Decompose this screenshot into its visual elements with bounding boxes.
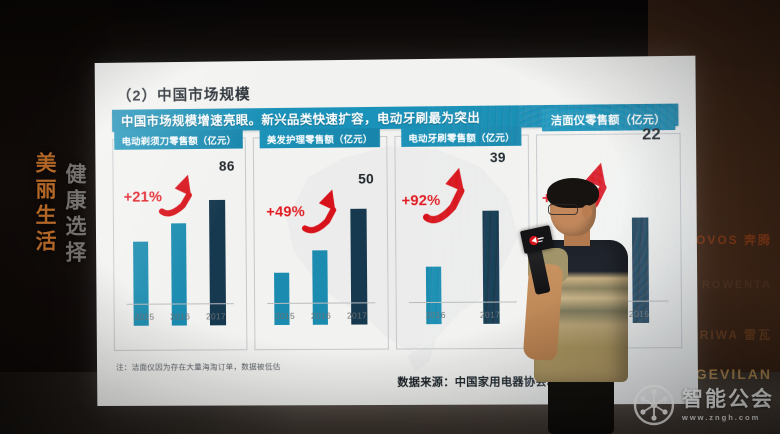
- wall-slogan-warm: 美丽生活: [33, 152, 57, 256]
- presenter-hair: [547, 178, 599, 208]
- chart-title-haircare: 美发护理零售额（亿元）: [259, 128, 380, 149]
- x-tick: 2016: [310, 310, 332, 321]
- wall-brand-2: ROWENTA: [701, 279, 772, 291]
- x-tick-labels-haircare: 2015 2016 2017: [267, 310, 375, 321]
- wall-brand-3: RIWA 雷瓦: [699, 328, 772, 342]
- chart-title-razor: 电动剃须刀零售额（亿元）: [114, 129, 244, 150]
- slide-footnote: 注：洁面仪因为存在大量海淘订单，数据被低估: [116, 362, 281, 372]
- presenter-legs: [548, 378, 614, 434]
- chart-title-toothbrush: 电动牙刷零售额（亿元）: [401, 126, 522, 147]
- growth-label-razor: +21%: [123, 189, 163, 206]
- watermark-url: www.zngh.com: [682, 412, 761, 422]
- network-node-icon: [633, 384, 675, 426]
- presenter-glasses: [548, 204, 578, 215]
- wall-brand-1: POVOS 奔腾: [685, 233, 772, 247]
- x-tick-labels-razor: 2015 2016 2017: [127, 311, 234, 322]
- x-tick-labels-toothbrush: 2016 2017: [409, 310, 518, 321]
- slide-title: （2）中国市场规模: [116, 87, 251, 105]
- mic-flag-logo-icon: [529, 235, 544, 246]
- x-tick: 2017: [205, 311, 226, 322]
- value-label-facialcleanser: 22: [642, 126, 662, 144]
- growth-label-haircare: +49%: [266, 204, 305, 221]
- x-tick: 2017: [479, 309, 501, 320]
- wall-slogan-cool: 健康选择: [63, 163, 87, 267]
- watermark-text-block: 智能公会 www.zngh.com: [682, 389, 774, 422]
- bar-2016: [171, 223, 188, 326]
- value-label-haircare: 50: [358, 171, 375, 187]
- x-tick: 2016: [170, 311, 191, 322]
- x-tick: 2016: [425, 309, 446, 321]
- plot-area-toothbrush: 2016 2017: [403, 160, 521, 325]
- plot-area-razor: 2015 2016 2017: [121, 163, 237, 326]
- slide-banner-text: 中国市场规模增速亮眼。新兴品类快速扩容，电动牙刷最为突出: [121, 110, 481, 129]
- watermark-name: 智能公会: [682, 387, 774, 411]
- value-label-razor: 86: [218, 158, 235, 174]
- x-tick: 2015: [134, 311, 155, 322]
- left-wall: [0, 0, 108, 434]
- presenter-person: [519, 178, 645, 434]
- bar-2017: [350, 208, 368, 325]
- x-tick: 2017: [346, 310, 368, 321]
- site-watermark: 智能公会 www.zngh.com: [632, 380, 774, 430]
- chart-panel-razor: 电动剃须刀零售额（亿元） 2015 2016 2017 86 +21%: [112, 129, 248, 351]
- growth-label-toothbrush: +92%: [401, 192, 441, 210]
- chart-panel-toothbrush: 电动牙刷零售额（亿元） 2016 2017 39 +92%: [393, 126, 531, 350]
- wall-brand-4: GEVILAN: [695, 366, 772, 382]
- presenter-ear: [582, 205, 592, 218]
- bar-2017: [209, 200, 227, 326]
- chart-panel-haircare: 美发护理零售额（亿元） 2015 2016 2017 50 +49%: [252, 128, 389, 351]
- bar-2017: [482, 210, 501, 324]
- value-label-toothbrush: 39: [489, 149, 506, 166]
- x-tick: 2015: [274, 310, 296, 321]
